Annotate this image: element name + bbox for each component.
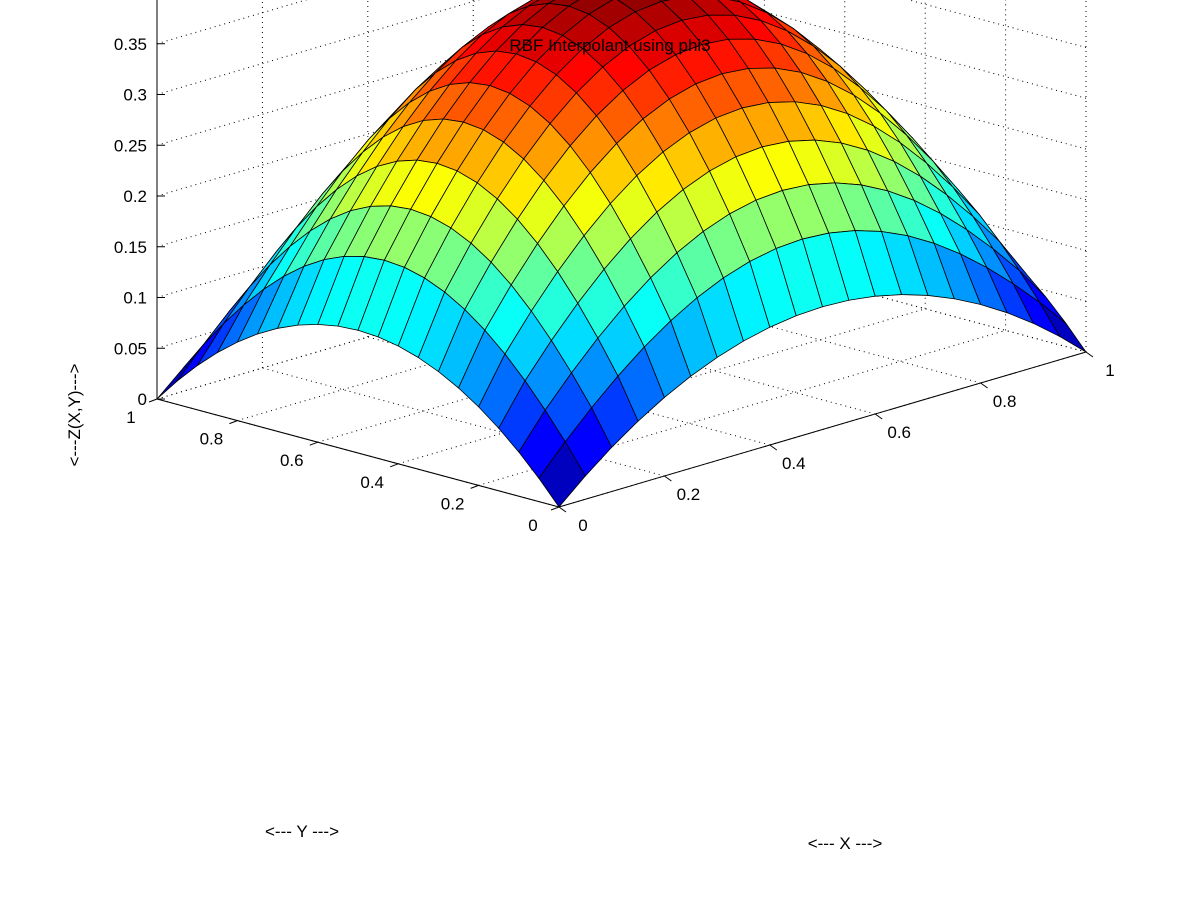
y-tick	[309, 441, 318, 446]
y-tick-label: 1	[126, 408, 135, 427]
y-tick	[550, 506, 560, 511]
tick-labels: 00.20.40.60.8100.20.40.60.8100.050.10.15…	[114, 0, 1115, 535]
y-tick-label: 0.6	[280, 451, 304, 470]
z-tick-label: 0.3	[123, 86, 147, 105]
y-tick-label: 0.8	[200, 430, 224, 449]
z-tick-label: 0.05	[114, 339, 147, 358]
x-axis-label: <--- X --->	[808, 834, 883, 853]
x-tick	[558, 506, 567, 513]
x-tick-label: 1	[1105, 361, 1114, 380]
y-tick-label: 0.4	[360, 473, 384, 492]
y-tick-label: 0	[528, 516, 537, 535]
y-tick	[390, 463, 399, 468]
surface-patch	[156, 344, 204, 400]
x-tick	[874, 413, 883, 420]
z-tick-label: 0.15	[114, 238, 147, 257]
x-tick	[1085, 351, 1094, 358]
y-tick	[229, 420, 238, 425]
x-tick	[769, 444, 778, 451]
surface	[156, 0, 1087, 508]
y-tick-label: 0.2	[441, 494, 465, 513]
x-tick-label: 0.8	[993, 392, 1017, 411]
x-tick-label: 0.4	[782, 454, 806, 473]
y-axis-label: <--- Y --->	[265, 822, 339, 841]
z-tick-label: 0.4	[123, 0, 147, 3]
x-tick-label: 0.2	[677, 485, 701, 504]
y-tick	[470, 484, 479, 489]
z-tick-label: 0.25	[114, 136, 147, 155]
x-tick-label: 0.6	[887, 423, 911, 442]
z-tick-label: 0.2	[123, 187, 147, 206]
chart-title: RBF Interpolant using phi3	[509, 36, 710, 55]
z-tick-label: 0	[138, 390, 147, 409]
z-tick-label: 0.35	[114, 35, 147, 54]
x-tick	[664, 475, 672, 482]
y-axis-line	[156, 398, 560, 508]
y-tick	[148, 398, 158, 403]
z-tick-label: 0.1	[123, 289, 147, 308]
axes	[148, 0, 1094, 513]
z-axis-label: <---Z(X,Y)--->	[65, 363, 84, 466]
x-axis-line	[558, 351, 1087, 508]
x-tick	[980, 382, 988, 389]
x-tick-label: 0	[578, 516, 587, 535]
surface-patch	[538, 441, 586, 508]
